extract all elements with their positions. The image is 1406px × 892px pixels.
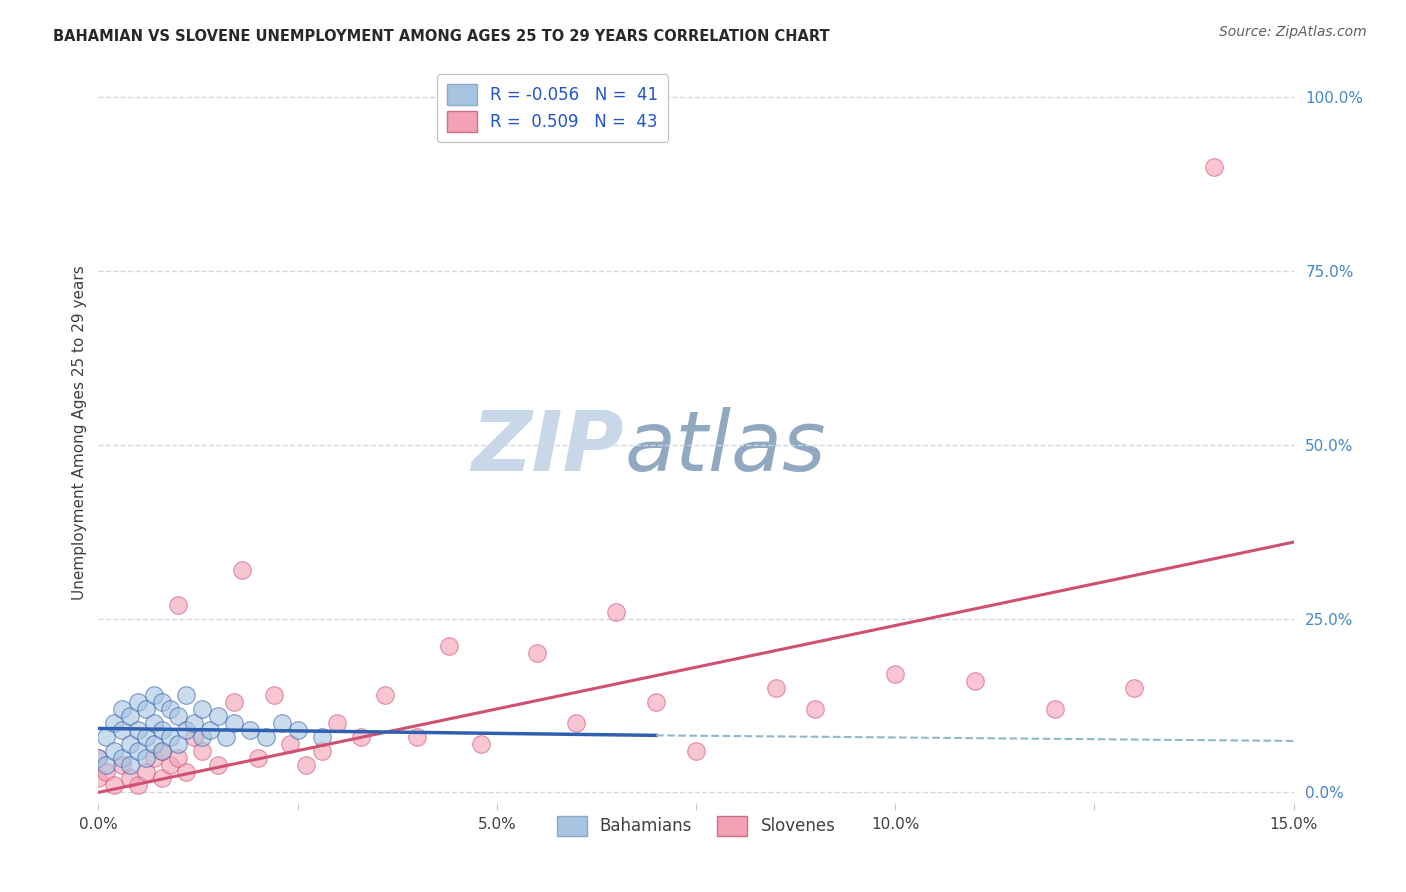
Point bbox=[103, 779, 125, 793]
Point bbox=[685, 744, 707, 758]
Point bbox=[120, 737, 142, 751]
Point bbox=[207, 709, 229, 723]
Point bbox=[804, 702, 827, 716]
Point bbox=[326, 715, 349, 730]
Point bbox=[87, 772, 110, 786]
Point bbox=[246, 750, 269, 764]
Point bbox=[103, 744, 125, 758]
Point bbox=[311, 730, 333, 744]
Point bbox=[127, 723, 149, 737]
Point bbox=[207, 757, 229, 772]
Point bbox=[87, 750, 110, 764]
Point bbox=[127, 779, 149, 793]
Point bbox=[222, 695, 245, 709]
Point bbox=[120, 709, 142, 723]
Point bbox=[103, 715, 125, 730]
Point bbox=[191, 744, 214, 758]
Point bbox=[231, 563, 253, 577]
Point bbox=[311, 744, 333, 758]
Point bbox=[127, 695, 149, 709]
Point bbox=[470, 737, 492, 751]
Point bbox=[174, 723, 197, 737]
Text: BAHAMIAN VS SLOVENE UNEMPLOYMENT AMONG AGES 25 TO 29 YEARS CORRELATION CHART: BAHAMIAN VS SLOVENE UNEMPLOYMENT AMONG A… bbox=[53, 29, 830, 45]
Point bbox=[143, 688, 166, 702]
Point bbox=[191, 730, 214, 744]
Point bbox=[174, 764, 197, 779]
Point bbox=[215, 730, 238, 744]
Text: atlas: atlas bbox=[624, 407, 825, 488]
Point bbox=[174, 688, 197, 702]
Y-axis label: Unemployment Among Ages 25 to 29 years: Unemployment Among Ages 25 to 29 years bbox=[72, 265, 87, 600]
Point bbox=[605, 605, 627, 619]
Point bbox=[167, 737, 190, 751]
Point bbox=[111, 702, 134, 716]
Point bbox=[191, 702, 214, 716]
Point bbox=[150, 723, 173, 737]
Text: ZIP: ZIP bbox=[471, 407, 624, 488]
Point bbox=[374, 688, 396, 702]
Point bbox=[135, 702, 157, 716]
Point bbox=[127, 744, 149, 758]
Point bbox=[111, 757, 134, 772]
Point bbox=[159, 730, 181, 744]
Point bbox=[406, 730, 429, 744]
Legend: Bahamians, Slovenes: Bahamians, Slovenes bbox=[550, 809, 842, 843]
Point bbox=[111, 723, 134, 737]
Point bbox=[143, 737, 166, 751]
Point bbox=[120, 772, 142, 786]
Text: Source: ZipAtlas.com: Source: ZipAtlas.com bbox=[1219, 25, 1367, 39]
Point bbox=[96, 730, 118, 744]
Point bbox=[150, 744, 173, 758]
Point bbox=[1202, 160, 1225, 174]
Point bbox=[143, 750, 166, 764]
Point bbox=[198, 723, 221, 737]
Point bbox=[287, 723, 309, 737]
Point bbox=[294, 757, 316, 772]
Point bbox=[765, 681, 787, 695]
Point bbox=[278, 737, 301, 751]
Point bbox=[350, 730, 373, 744]
Point bbox=[254, 730, 277, 744]
Point bbox=[183, 730, 205, 744]
Point bbox=[263, 688, 285, 702]
Point bbox=[437, 640, 460, 654]
Point bbox=[159, 757, 181, 772]
Point bbox=[183, 715, 205, 730]
Point bbox=[159, 702, 181, 716]
Point bbox=[526, 646, 548, 660]
Point bbox=[167, 598, 190, 612]
Point bbox=[222, 715, 245, 730]
Point bbox=[167, 750, 190, 764]
Point bbox=[143, 715, 166, 730]
Point bbox=[135, 750, 157, 764]
Point bbox=[1123, 681, 1146, 695]
Point bbox=[167, 709, 190, 723]
Point bbox=[150, 695, 173, 709]
Point bbox=[565, 715, 588, 730]
Point bbox=[884, 667, 907, 681]
Point bbox=[87, 750, 110, 764]
Point bbox=[963, 674, 986, 689]
Point bbox=[270, 715, 292, 730]
Point bbox=[150, 744, 173, 758]
Point bbox=[111, 750, 134, 764]
Point bbox=[239, 723, 262, 737]
Point bbox=[150, 772, 173, 786]
Point bbox=[120, 757, 142, 772]
Point bbox=[96, 757, 118, 772]
Point bbox=[645, 695, 668, 709]
Point bbox=[1043, 702, 1066, 716]
Point bbox=[135, 730, 157, 744]
Point bbox=[96, 764, 118, 779]
Point bbox=[135, 764, 157, 779]
